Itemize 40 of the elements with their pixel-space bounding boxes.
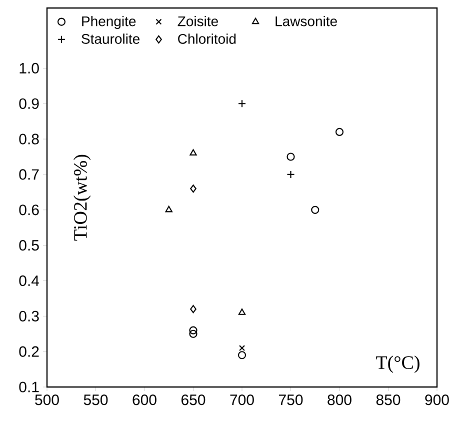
point [238,100,246,108]
y-tick-label: 0.4 [19,275,40,286]
y-axis-title: TiO2(wt%) [73,154,91,241]
x-tick-label: 750 [279,394,303,406]
legend-label: Phengite [82,16,136,30]
y-tick-label: 0.7 [19,169,39,180]
x-tick-label: 900 [425,394,449,406]
legend-label: Zoisite [178,16,218,26]
point [190,305,196,314]
point [238,308,246,315]
point [190,184,196,193]
point [165,206,172,212]
y-tick-label: 1.0 [20,62,39,74]
x-axis-title: T(°C) [376,356,420,373]
point [286,170,295,179]
x-tick-label: 600 [132,394,156,406]
y-tick-label: 0.2 [19,346,39,357]
x-tick-label: 550 [84,394,108,406]
y-tick-label: 0.3 [19,310,39,322]
point [189,326,198,334]
point [189,330,198,338]
y-tick-label: 0.6 [19,204,39,216]
y-tick-label: 0.8 [19,134,39,144]
point [238,351,246,360]
x-tick-label: 800 [328,394,352,406]
legend-label: Lawsonite [276,16,337,26]
point [286,152,295,161]
point [311,206,320,214]
x-tick-label: 500 [35,394,59,406]
y-tick-label: 0.5 [19,240,39,251]
legend-label: Staurolite [82,34,140,44]
y-tick-label: 0.1 [19,382,39,392]
x-tick-label: 850 [376,394,400,406]
x-tick-label: 650 [182,394,206,406]
y-tick-label: 0.9 [19,98,39,109]
point [335,128,344,136]
legend-label: Chloritoid [178,34,236,44]
x-tick-label: 700 [230,394,254,406]
point [238,345,246,352]
point [190,149,197,156]
